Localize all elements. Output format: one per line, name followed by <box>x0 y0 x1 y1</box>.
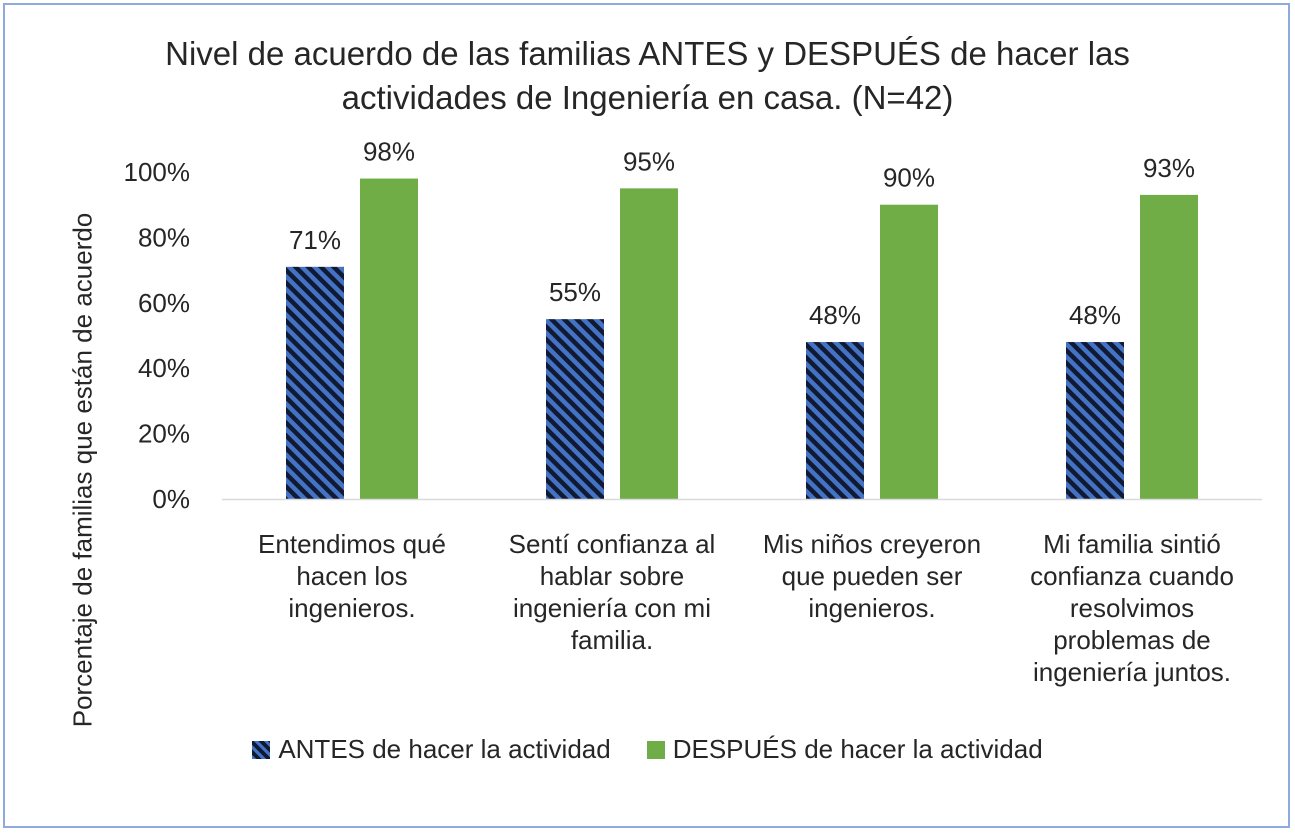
x-category-label-line: problemas de <box>1053 625 1211 655</box>
legend-label-antes: ANTES de hacer la actividad <box>278 734 611 764</box>
x-category-label-line: confianza cuando <box>1030 561 1234 591</box>
bar-despues <box>620 188 678 499</box>
y-tick-label: 80% <box>138 222 190 252</box>
data-label-antes: 48% <box>809 300 861 330</box>
data-label-antes: 71% <box>289 225 341 255</box>
data-label-despues: 93% <box>1143 153 1195 183</box>
x-category-label-line: hablar sobre <box>539 561 685 591</box>
x-category-label: Mi familia sintió confianza cuando resolvi… <box>1002 528 1262 688</box>
data-label-despues: 98% <box>363 137 415 167</box>
x-category-label-line: que pueden ser <box>781 561 963 591</box>
legend-swatch-despues <box>646 740 665 759</box>
chart-title-line-2: actividades de Ingeniería en casa. (N=42… <box>341 79 954 116</box>
y-tick-label: 40% <box>138 353 190 383</box>
chart-title: Nivel de acuerdo de las familias ANTES y… <box>0 32 1295 120</box>
data-label-despues: 95% <box>623 146 675 176</box>
bar-antes <box>1066 342 1124 499</box>
bar-despues <box>1140 194 1198 499</box>
chart-title-line-1: Nivel de acuerdo de las familias ANTES y… <box>165 35 1130 72</box>
x-category-label-line: hacen los <box>296 561 408 591</box>
legend: ANTES de hacer la actividad DESPUÉS de h… <box>0 734 1295 765</box>
bar-antes <box>806 342 864 499</box>
x-category-label: Sentí confianza al hablar sobre ingeniería… <box>482 528 742 656</box>
x-category-label-line: familia. <box>570 625 654 655</box>
x-category-label-line: ingenieros. <box>288 593 416 623</box>
x-category-label: Entendimos qué hacen los ingenieros. <box>222 528 482 624</box>
legend-label-despues: DESPUÉS de hacer la actividad <box>672 734 1043 764</box>
x-category-label-line: ingeniería con mi <box>513 593 711 623</box>
data-label-antes: 55% <box>549 277 601 307</box>
x-category-label-line: resolvimos <box>1069 593 1195 623</box>
y-tick-label: 60% <box>138 288 190 318</box>
legend-swatch-antes <box>252 740 271 759</box>
data-label-despues: 90% <box>883 163 935 193</box>
x-category-label-line: ingenieros. <box>808 593 936 623</box>
bar-despues <box>880 204 938 499</box>
bar-antes <box>286 266 344 499</box>
x-category-label-line: Sentí confianza al <box>508 529 716 559</box>
data-label-antes: 48% <box>1069 300 1121 330</box>
y-tick-label: 100% <box>124 157 191 187</box>
y-tick-label: 0% <box>152 484 190 514</box>
bar-antes <box>546 319 604 499</box>
legend-item-despues: DESPUÉS de hacer la actividad <box>646 734 1043 765</box>
x-category-label: Mis niños creyeron que pueden ser ingenier… <box>742 528 1002 624</box>
x-category-label-line: Mis niños creyeron <box>762 529 982 559</box>
y-tick-label: 20% <box>138 419 190 449</box>
bar-despues <box>360 178 418 500</box>
x-category-label-line: Entendimos qué <box>258 529 446 559</box>
legend-item-antes: ANTES de hacer la actividad <box>252 734 611 765</box>
x-category-label-line: ingeniería juntos. <box>1032 657 1232 687</box>
x-category-label-line: Mi familia sintió <box>1043 529 1221 559</box>
